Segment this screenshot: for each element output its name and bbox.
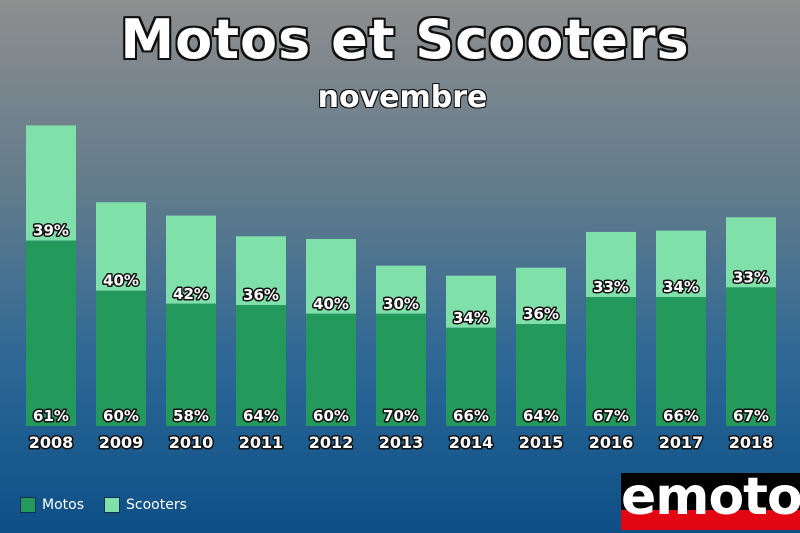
bar-motos-2008 — [26, 240, 76, 426]
bar-motos-2018 — [726, 287, 776, 426]
data-label-motos-2014: 66% — [453, 407, 489, 425]
data-label-scooters-2013: 30% — [383, 295, 419, 313]
x-tick-label-2017: 2017 — [659, 433, 704, 452]
x-tick-label-2016: 2016 — [589, 433, 634, 452]
data-label-motos-2010: 58% — [173, 407, 209, 425]
chart-subtitle: novembre — [317, 80, 488, 115]
data-label-scooters-2009: 40% — [103, 272, 139, 290]
data-label-scooters-2011: 36% — [243, 286, 279, 304]
bar-motos-2017 — [656, 297, 706, 426]
bar-motos-2009 — [96, 290, 146, 426]
x-tick-label-2013: 2013 — [379, 433, 424, 452]
data-label-scooters-2014: 34% — [453, 309, 489, 327]
data-label-motos-2009: 60% — [103, 407, 139, 425]
bar-scooters-2017 — [656, 230, 706, 298]
logo-text: emoto — [621, 473, 800, 527]
x-tick-label-2012: 2012 — [309, 433, 354, 452]
data-label-scooters-2015: 36% — [523, 305, 559, 323]
data-label-motos-2017: 66% — [663, 407, 699, 425]
x-tick-label-2008: 2008 — [29, 433, 74, 452]
data-label-scooters-2008: 39% — [33, 222, 69, 240]
data-label-motos-2011: 64% — [243, 407, 279, 425]
bar-motos-2010 — [166, 303, 216, 426]
x-tick-label-2009: 2009 — [99, 433, 144, 452]
data-label-motos-2013: 70% — [383, 407, 419, 425]
x-tick-label-2010: 2010 — [169, 433, 214, 452]
bar-scooters-2011 — [236, 236, 286, 306]
bar-motos-2011 — [236, 305, 286, 426]
bar-scooters-2012 — [306, 238, 356, 314]
bar-scooters-2018 — [726, 217, 776, 288]
data-label-motos-2015: 64% — [523, 407, 559, 425]
legend-item-motos: Motos — [20, 497, 84, 513]
bar-motos-2014 — [446, 327, 496, 426]
legend-swatch-scooters — [104, 497, 120, 513]
logo-red-band — [621, 510, 800, 530]
data-label-motos-2018: 67% — [733, 407, 769, 425]
bar-scooters-2008 — [26, 125, 76, 241]
x-tick-label-2018: 2018 — [729, 433, 774, 452]
bar-motos-2016 — [586, 297, 636, 426]
x-tick-label-2014: 2014 — [449, 433, 494, 452]
bar-scooters-2013 — [376, 265, 426, 314]
data-label-scooters-2012: 40% — [313, 295, 349, 313]
data-label-motos-2016: 67% — [593, 407, 629, 425]
data-label-motos-2008: 61% — [33, 407, 69, 425]
bar-scooters-2014 — [446, 275, 496, 328]
bar-scooters-2016 — [586, 231, 636, 298]
legend-swatch-motos — [20, 497, 36, 513]
emoto-logo: emoto — [621, 473, 800, 530]
bar-motos-2013 — [376, 313, 426, 426]
data-label-scooters-2017: 34% — [663, 278, 699, 296]
bar-scooters-2009 — [96, 202, 146, 291]
bar-scooters-2010 — [166, 215, 216, 304]
data-label-scooters-2018: 33% — [733, 268, 769, 286]
data-label-scooters-2016: 33% — [593, 278, 629, 296]
bar-scooters-2015 — [516, 267, 566, 325]
x-tick-label-2011: 2011 — [239, 433, 284, 452]
x-tick-label-2015: 2015 — [519, 433, 564, 452]
chart-title: Motos et Scooters — [120, 8, 690, 71]
legend-item-scooters: Scooters — [104, 497, 187, 513]
data-label-motos-2012: 60% — [313, 407, 349, 425]
bar-motos-2015 — [516, 324, 566, 426]
legend: Motos Scooters — [20, 497, 207, 513]
legend-label-scooters: Scooters — [126, 497, 187, 513]
legend-label-motos: Motos — [42, 497, 84, 513]
bar-motos-2012 — [306, 313, 356, 426]
data-label-scooters-2010: 42% — [173, 285, 209, 303]
